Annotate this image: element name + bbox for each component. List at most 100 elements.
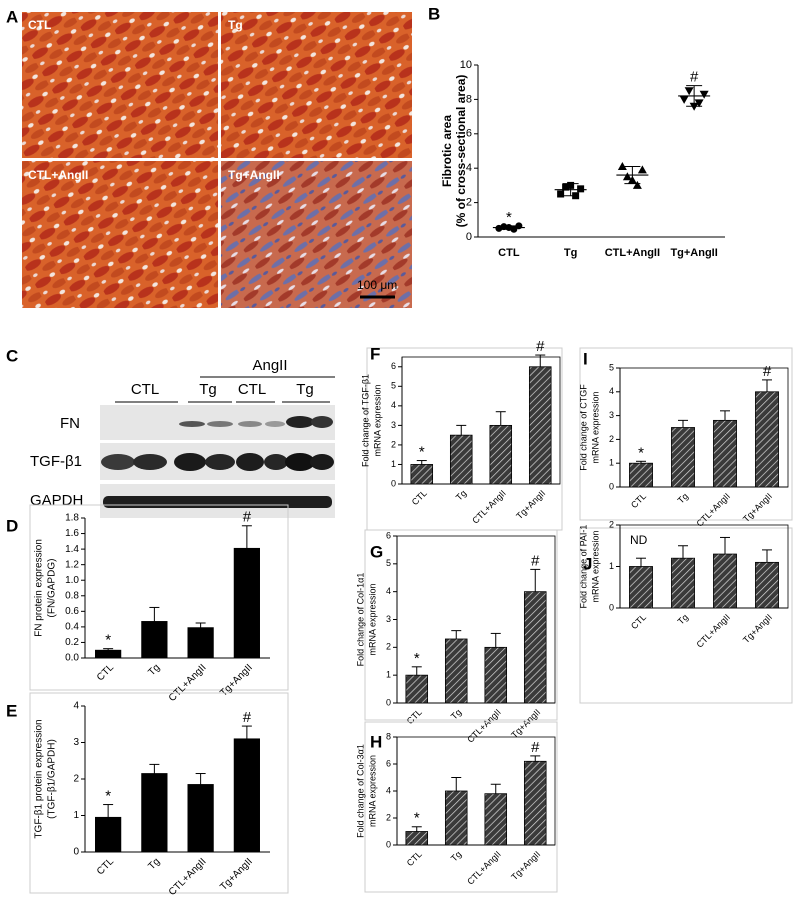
bar — [713, 419, 737, 488]
y-tick-label: 0.6 — [65, 606, 79, 617]
x-tick-label: CTL+AngII — [167, 856, 209, 898]
bar — [755, 561, 779, 609]
bar — [671, 557, 695, 609]
y-tick-label: 2 — [386, 642, 391, 652]
y-tick-label: 2 — [386, 812, 391, 822]
panel-frame — [29, 692, 289, 894]
y-axis-label: FN protein expression — [34, 539, 45, 637]
group-label: CTL — [131, 381, 159, 398]
y-tick-label: 1 — [73, 810, 79, 821]
annotation: # — [690, 69, 699, 86]
point — [637, 165, 647, 174]
y-axis-label: Fold change of CTGF — [578, 384, 588, 471]
x-tick-label: CTL+AngII — [465, 707, 503, 745]
annotation: * — [414, 650, 420, 667]
bar — [444, 790, 468, 846]
y-tick-label: 0 — [609, 602, 614, 612]
y-tick-label: 4 — [386, 586, 391, 596]
y-tick-label: 1 — [386, 670, 391, 680]
x-tick-label: Tg — [146, 662, 162, 678]
y-tick-label: 0.8 — [65, 590, 79, 601]
x-tick-label: CTL — [95, 662, 116, 683]
x-tick-label: CTL — [629, 491, 648, 510]
annotation: # — [763, 363, 772, 380]
y-tick-label: 4 — [73, 701, 79, 712]
point — [699, 90, 709, 99]
panel-frame — [579, 527, 793, 704]
bar — [755, 391, 779, 488]
y-tick-label: 3 — [391, 420, 396, 430]
x-tick-label: CTL+AngII — [694, 612, 732, 650]
point — [557, 190, 565, 198]
y-axis-label: Fold change of Col-1α1 — [355, 573, 365, 667]
micrograph-tile — [22, 161, 218, 308]
y-axis-label: mRNA expression — [590, 391, 600, 463]
tile-label: CTL+AngII — [28, 168, 88, 182]
panel-frame — [364, 529, 558, 721]
y-axis-label: TGF-β1 protein expression — [34, 719, 45, 838]
annotation: # — [243, 709, 252, 726]
bar — [523, 760, 547, 846]
point — [684, 87, 694, 96]
y-axis-label: Fibrotic area — [440, 115, 454, 187]
y-tick-label: 0 — [73, 847, 79, 858]
x-tick-label: Tg — [454, 488, 469, 503]
bar — [528, 366, 552, 485]
panel-letter: D — [6, 516, 18, 535]
x-tick-label: CTL+AngII — [694, 491, 732, 529]
tile-label: CTL — [28, 18, 51, 32]
y-tick-label: 6 — [466, 128, 472, 140]
y-tick-label: 1.6 — [65, 528, 79, 539]
row-label: GAPDH — [30, 492, 83, 509]
annotation: * — [638, 444, 644, 461]
x-tick-label: CTL+AngII — [167, 662, 209, 704]
panel-letter: J — [583, 554, 592, 573]
bar — [489, 424, 513, 485]
panel-letter: G — [370, 542, 383, 561]
chart: H 0 2 4 6 8 Fold change of Col-3α1 mRNA express… — [355, 721, 558, 893]
panel-letter: I — [583, 349, 588, 368]
y-tick-label: 0 — [386, 697, 391, 707]
y-tick-label: 6 — [386, 758, 391, 768]
x-tick-label: Tg+AngII — [514, 488, 547, 521]
bar — [444, 638, 468, 704]
y-axis-label: (FN/GAPDG) — [47, 559, 58, 618]
y-tick-label: 6 — [386, 530, 391, 540]
x-tick-label: Tg+AngII — [741, 612, 774, 645]
chart: I 0 1 2 3 4 5 Fold change of CTGF mRNA expressio… — [578, 347, 793, 529]
annotation: * — [414, 810, 420, 827]
y-tick-label: 1.4 — [65, 544, 79, 555]
bar — [405, 674, 429, 704]
annotation: # — [531, 739, 540, 756]
panel-letter: C — [6, 346, 18, 365]
x-tick-label: Tg — [449, 707, 464, 722]
y-axis-label: mRNA expression — [372, 384, 382, 456]
y-tick-label: 10 — [460, 59, 472, 71]
bar — [484, 646, 508, 704]
bar — [141, 773, 168, 853]
tile-label: Tg — [228, 18, 243, 32]
micrograph-tile — [221, 12, 412, 158]
x-tick-label: CTL — [410, 488, 429, 507]
y-axis-label: mRNA expression — [367, 755, 377, 827]
y-tick-label: 8 — [386, 731, 391, 741]
x-tick-label: CTL — [629, 612, 648, 631]
panel-frame — [579, 347, 793, 521]
y-axis-label: Fold change of TGF-β1 — [360, 374, 370, 467]
x-tick-label: Tg+AngII — [509, 849, 542, 882]
bar — [671, 427, 695, 488]
point — [694, 99, 704, 108]
group-label: Tg — [296, 381, 314, 398]
bar — [523, 591, 547, 704]
y-tick-label: 2 — [609, 519, 614, 529]
chart: B 0 2 4 6 8 10 Fibrotic area (% of cross-section… — [428, 4, 725, 259]
row-label: TGF-β1 — [30, 453, 82, 470]
bar — [233, 738, 260, 853]
y-tick-label: 0 — [386, 839, 391, 849]
y-axis-label: Fold change of Col-3α1 — [355, 744, 365, 838]
annotation: * — [419, 444, 425, 461]
group-label: Tg — [199, 381, 217, 398]
panel-letter: E — [6, 701, 17, 720]
annotation: * — [105, 632, 111, 649]
